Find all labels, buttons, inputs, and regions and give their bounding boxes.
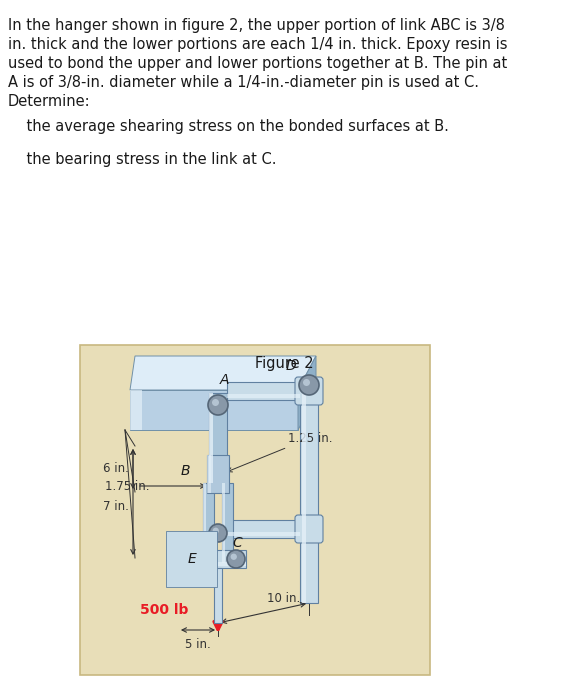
Text: E: E <box>187 552 196 566</box>
Text: C: C <box>232 536 242 550</box>
Circle shape <box>303 379 310 386</box>
Circle shape <box>227 550 245 568</box>
Text: D: D <box>286 359 296 373</box>
Text: 500 lb: 500 lb <box>139 603 188 617</box>
Polygon shape <box>298 356 316 430</box>
Circle shape <box>213 527 219 534</box>
Bar <box>227 394 300 398</box>
Text: the bearing stress in the link at C.: the bearing stress in the link at C. <box>8 152 277 167</box>
Bar <box>130 390 142 430</box>
FancyBboxPatch shape <box>80 345 430 675</box>
Text: 10 in.: 10 in. <box>267 592 300 605</box>
Bar <box>227 532 300 536</box>
FancyBboxPatch shape <box>295 377 323 405</box>
Bar <box>227 520 300 538</box>
Circle shape <box>230 554 237 560</box>
Bar <box>207 455 211 493</box>
Circle shape <box>299 375 319 395</box>
Text: 7 in.: 7 in. <box>103 500 129 513</box>
Text: Determine:: Determine: <box>8 94 90 109</box>
Bar <box>214 568 222 623</box>
Text: A: A <box>220 373 229 387</box>
Bar <box>203 483 206 563</box>
Text: Figure 2: Figure 2 <box>255 356 314 371</box>
FancyBboxPatch shape <box>295 515 323 543</box>
Text: 6 in.: 6 in. <box>103 462 129 475</box>
Bar <box>190 562 246 566</box>
Text: 1.25 in.: 1.25 in. <box>228 431 332 472</box>
Bar <box>227 382 300 400</box>
Text: 5 in.: 5 in. <box>185 638 211 651</box>
Bar <box>209 393 213 483</box>
Bar <box>300 390 318 603</box>
Bar <box>207 455 229 493</box>
Text: 1.75 in.: 1.75 in. <box>105 479 150 492</box>
Text: used to bond the upper and lower portions together at B. The pin at: used to bond the upper and lower portion… <box>8 56 507 71</box>
Text: A is of 3/8-in. diameter while a 1/4-in.-diameter pin is used at C.: A is of 3/8-in. diameter while a 1/4-in.… <box>8 75 479 90</box>
Bar <box>302 390 306 603</box>
Circle shape <box>208 395 228 415</box>
Bar <box>222 483 233 563</box>
Circle shape <box>212 399 219 406</box>
Text: B: B <box>180 464 190 478</box>
Circle shape <box>209 524 227 542</box>
Text: the average shearing stress on the bonded surfaces at B.: the average shearing stress on the bonde… <box>8 119 449 134</box>
Text: In the hanger shown in figure 2, the upper portion of link ABC is 3/8: In the hanger shown in figure 2, the upp… <box>8 18 505 33</box>
Bar <box>203 483 214 563</box>
Text: in. thick and the lower portions are each 1/4 in. thick. Epoxy resin is: in. thick and the lower portions are eac… <box>8 37 508 52</box>
Polygon shape <box>130 356 316 390</box>
Bar <box>130 390 298 430</box>
Bar <box>190 550 246 568</box>
Bar <box>209 393 227 483</box>
Bar <box>222 483 225 563</box>
